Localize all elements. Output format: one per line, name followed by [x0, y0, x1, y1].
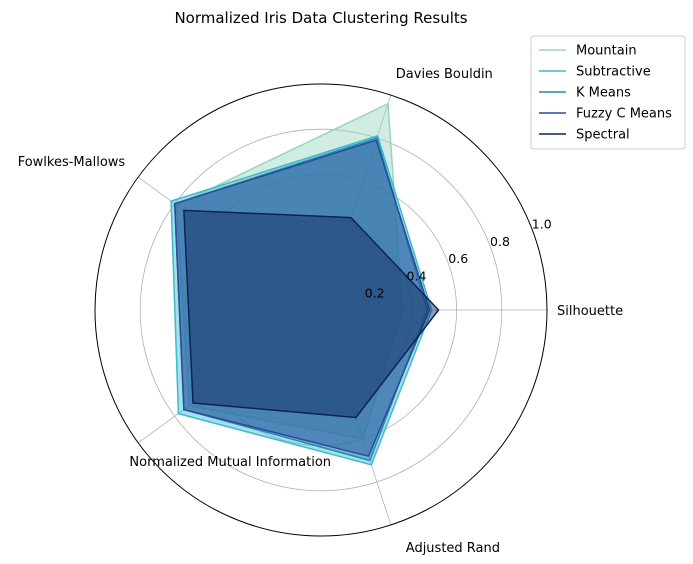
- legend-label: K Means: [576, 86, 631, 101]
- grid-spoke: [137, 309, 322, 444]
- axis-label: Adjusted Rand: [406, 541, 500, 556]
- series-fill: [171, 135, 432, 465]
- axis-label: Fowlkes-Mallows: [18, 155, 126, 170]
- legend: Mountain Subtractive K Means Fuzzy C Means S…: [530, 35, 686, 150]
- chart-title: Normalized Iris Data Clustering Results: [174, 9, 467, 27]
- radial-tick-label: 1.0: [532, 217, 552, 232]
- series-fill: [176, 103, 403, 439]
- legend-label: Subtractive: [576, 65, 651, 80]
- grid-spoke: [137, 176, 322, 311]
- series-polygons: [170, 102, 440, 466]
- series-fill: [183, 210, 439, 418]
- polar-frame: [94, 83, 548, 537]
- radial-tick-label: 0.6: [448, 251, 468, 266]
- series-fill: [174, 138, 428, 461]
- series-fill: [174, 140, 430, 457]
- radial-tick-label: 0.2: [365, 286, 385, 301]
- radial-tick-label: 0.4: [407, 268, 427, 283]
- series-line: [175, 102, 404, 440]
- series-line: [183, 209, 440, 419]
- legend-label: Mountain: [576, 44, 637, 59]
- grid-spoke: [320, 94, 392, 311]
- axis-label: Normalized Mutual Information: [129, 455, 331, 470]
- legend-label: Spectral: [576, 128, 630, 143]
- radial-tick-label: 0.8: [490, 234, 510, 249]
- legend-box: [530, 35, 686, 150]
- axis-labels: 0.2 0.4 0.6 0.8 1.0 Silhouette Davies Bouldin F…: [18, 67, 623, 556]
- axis-label: Davies Bouldin: [396, 67, 493, 82]
- legend-label: Fuzzy C Means: [576, 107, 672, 122]
- axis-label: Silhouette: [557, 304, 623, 319]
- series-line: [170, 135, 433, 466]
- series-line: [173, 139, 431, 457]
